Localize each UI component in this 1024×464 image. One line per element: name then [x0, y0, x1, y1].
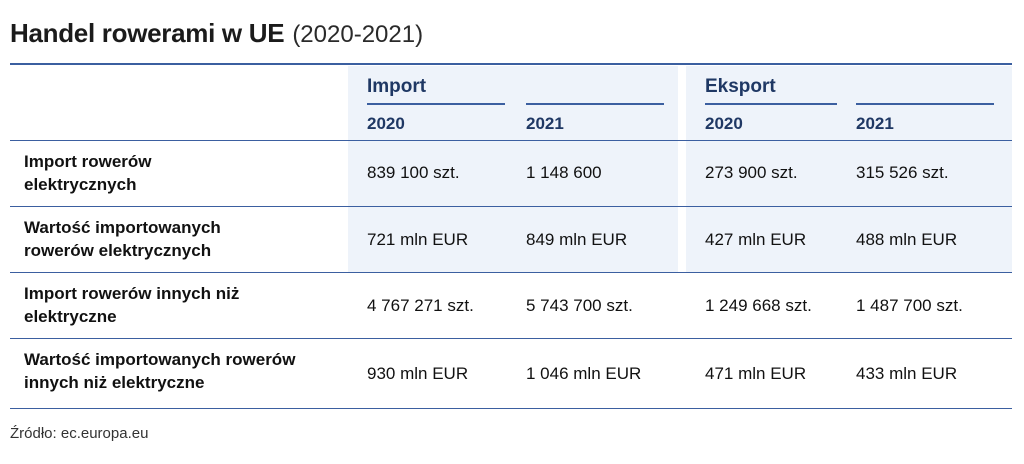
table-cell: 849 mln EUR: [526, 230, 628, 249]
row-label: Wartość importowanych rowerów elektryczn…: [24, 218, 221, 260]
table-cell: 427 mln EUR: [705, 230, 807, 249]
table-cell: 4 767 271 szt.: [367, 296, 474, 315]
table-cell: 1 487 700 szt.: [856, 296, 963, 315]
bottom-rule: [10, 408, 1012, 409]
header-divider: [10, 140, 1012, 141]
table-cell: 1 046 mln EUR: [526, 364, 642, 383]
table-cell: 433 mln EUR: [856, 364, 958, 383]
title-years: (2020-2021): [292, 21, 424, 48]
row-divider: [10, 338, 1012, 339]
table-cell: 1 249 668 szt.: [705, 296, 812, 315]
group-rule-import-2021: [526, 103, 664, 105]
row-label: Wartość importowanych rowerów innych niż…: [24, 350, 296, 392]
top-rule: [10, 63, 1012, 65]
row-label: Import rowerów elektrycznych: [24, 152, 152, 194]
table-cell: 5 743 700 szt.: [526, 296, 633, 315]
group-rule-import-2020: [367, 103, 505, 105]
table-cell: 471 mln EUR: [705, 364, 807, 383]
table-cell: 1 148 600: [526, 163, 602, 182]
table-cell: 488 mln EUR: [856, 230, 958, 249]
title-main: Handel rowerami w UE: [10, 18, 285, 48]
year-header-export-2021: 2021: [856, 114, 894, 133]
table-cell: 315 526 szt.: [856, 163, 949, 182]
group-header-import: Import: [367, 76, 427, 97]
page-title: Handel rowerami w UE (2020-2021): [10, 18, 423, 49]
year-header-export-2020: 2020: [705, 114, 743, 133]
year-header-import-2021: 2021: [526, 114, 564, 133]
year-header-import-2020: 2020: [367, 114, 405, 133]
row-label: Import rowerów innych niż elektryczne: [24, 284, 240, 326]
import-column-background: [348, 66, 678, 272]
table-cell: 721 mln EUR: [367, 230, 469, 249]
row-divider: [10, 272, 1012, 273]
row-divider: [10, 206, 1012, 207]
group-rule-export-2021: [856, 103, 994, 105]
group-header-export: Eksport: [705, 76, 776, 97]
table-cell: 930 mln EUR: [367, 364, 469, 383]
group-rule-export-2020: [705, 103, 837, 105]
export-column-background: [686, 66, 1012, 272]
table-cell: 273 900 szt.: [705, 163, 798, 182]
table-cell: 839 100 szt.: [367, 163, 460, 182]
source-note: Źródło: ec.europa.eu: [10, 425, 149, 442]
